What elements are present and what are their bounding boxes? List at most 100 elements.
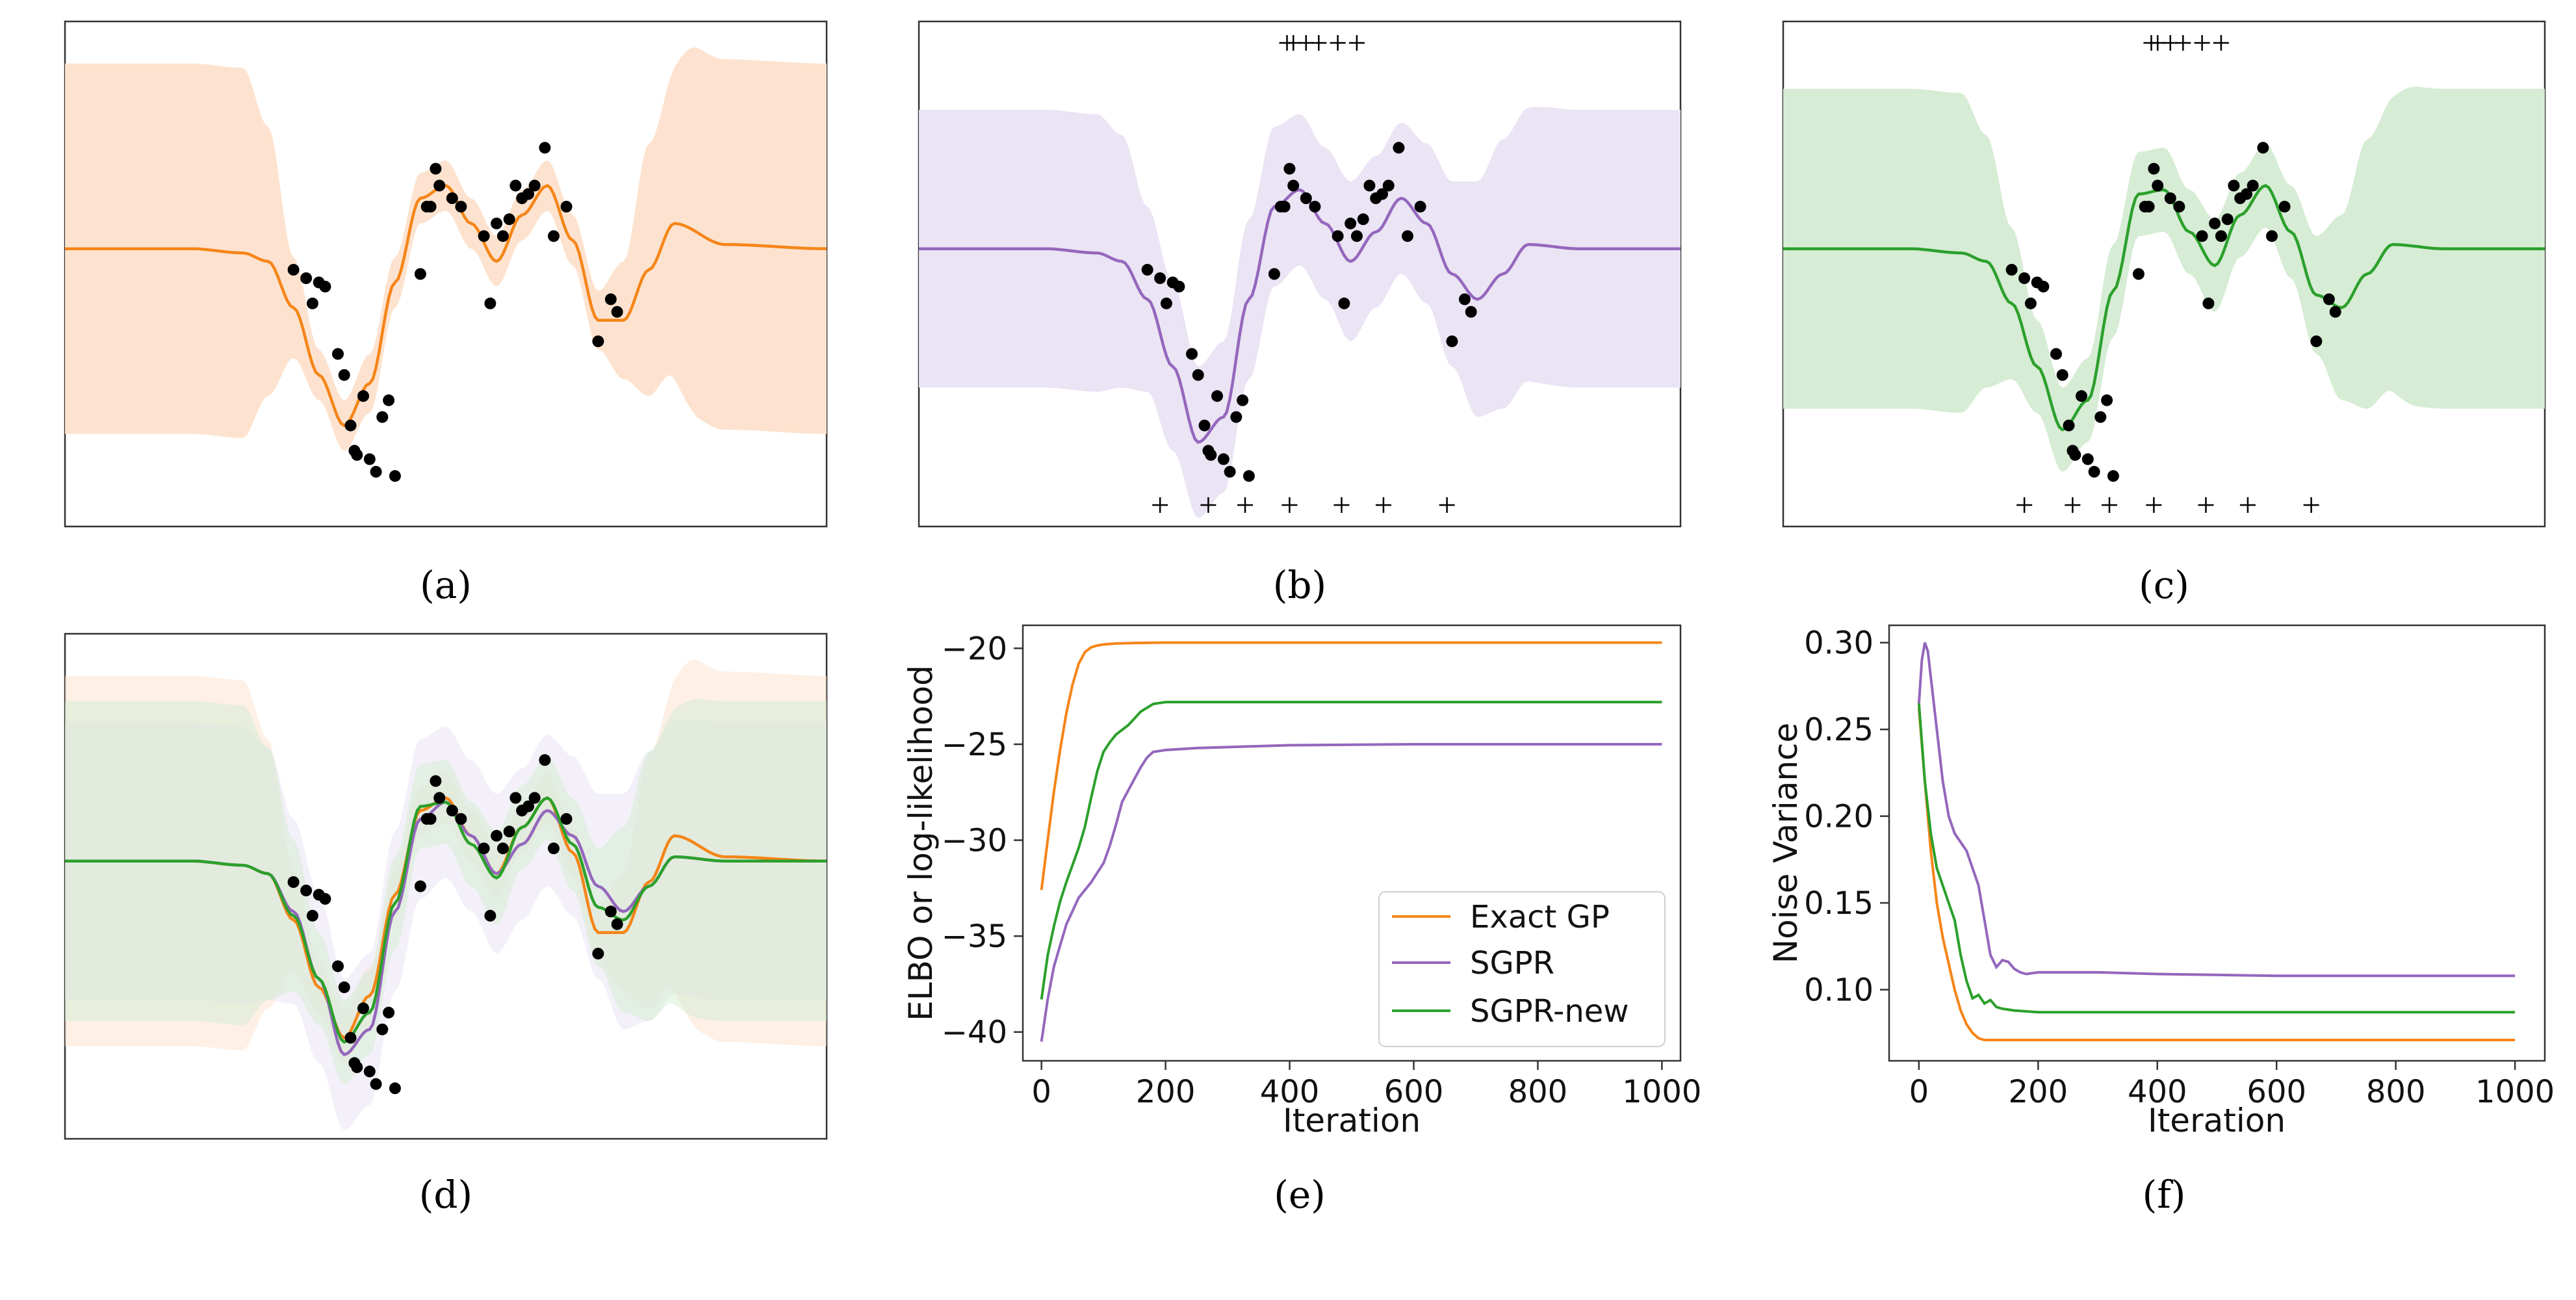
data-point <box>1160 297 1172 309</box>
data-point <box>478 230 490 242</box>
data-point <box>1141 264 1153 276</box>
data-point <box>491 829 503 842</box>
panel-f-axes: 0 200 400 600 800 1000 0.10 0.15 0.20 0.25 0.30 <box>1804 625 2555 1110</box>
data-point <box>1217 453 1230 465</box>
data-point <box>1230 411 1243 423</box>
panel-d-mean-sgpr-new <box>65 796 827 1044</box>
x-tick-label: 400 <box>2128 1074 2187 1110</box>
data-point <box>478 842 490 855</box>
data-point <box>300 272 313 284</box>
data-point <box>539 754 551 766</box>
panel-e-ylabel: ELBO or log-likelihood <box>902 665 940 1021</box>
legend-frame <box>1378 891 1666 1047</box>
data-point <box>2266 230 2278 242</box>
inducing-point-marker <box>1330 35 1346 51</box>
inducing-point-marker <box>1200 497 1217 513</box>
panel-b: (b) <box>918 20 1682 607</box>
data-point <box>2215 230 2227 242</box>
data-point <box>548 230 560 242</box>
panel-f-line-exact-gp <box>1917 708 2516 1041</box>
data-point <box>376 1023 389 1035</box>
data-point <box>455 200 467 213</box>
caption-b: (b) <box>1273 563 1326 607</box>
panel-b-mean-sgpr <box>919 188 1681 445</box>
data-point <box>2024 297 2037 309</box>
panel-e-axes: 0 200 400 600 800 1000 −40 −35 −30 −25 −20 <box>942 630 1702 1110</box>
data-point <box>1332 230 1344 242</box>
legend-label-exact: Exact GP <box>1470 899 1610 935</box>
panel-f-plot <box>1917 642 2516 1041</box>
data-point <box>1309 200 1321 213</box>
data-point <box>430 775 442 787</box>
inducing-point-marker <box>1237 497 1254 513</box>
data-point <box>1345 217 1357 229</box>
data-point <box>496 230 509 242</box>
data-point <box>2148 162 2160 175</box>
data-point <box>2278 200 2291 213</box>
data-point <box>496 842 509 855</box>
data-point <box>287 876 300 888</box>
data-point <box>2050 348 2062 360</box>
data-point <box>2164 192 2176 204</box>
inducing-point-marker <box>2194 35 2210 51</box>
inducing-point-marker <box>2303 497 2319 513</box>
y-tick-label: 0.15 <box>1804 885 1874 922</box>
panel-d: (d) <box>64 632 828 1217</box>
data-point <box>2101 394 2113 406</box>
data-point <box>611 306 623 318</box>
data-point <box>383 394 395 406</box>
data-point <box>2063 419 2075 432</box>
y-tick-label: −20 <box>942 630 1007 667</box>
data-point <box>522 188 534 200</box>
data-point <box>2173 200 2185 213</box>
data-point <box>1278 200 1291 213</box>
x-tick-label: 800 <box>1508 1074 1568 1110</box>
data-point <box>2088 465 2100 478</box>
data-point <box>1192 369 1204 381</box>
data-point <box>484 297 496 309</box>
data-point <box>338 981 350 993</box>
inducing-point-marker <box>2198 497 2214 513</box>
data-point <box>2209 217 2221 229</box>
data-point <box>1283 162 1296 175</box>
data-point <box>1224 465 1236 478</box>
inducing-point-marker <box>2065 497 2081 513</box>
data-point <box>363 1065 376 1078</box>
data-point <box>2076 390 2087 402</box>
data-point <box>2329 306 2341 318</box>
y-tick-label: 0.25 <box>1804 712 1874 748</box>
data-point <box>2241 188 2252 200</box>
panel-f-line-sgpr <box>1917 642 2516 978</box>
legend-label-sgpr: SGPR <box>1470 945 1554 982</box>
data-point <box>2323 293 2335 306</box>
data-point <box>604 293 617 306</box>
data-point <box>446 805 458 816</box>
data-point <box>1186 348 1198 360</box>
panel-a-band-exact-gp <box>65 47 827 451</box>
data-point <box>1357 213 1369 226</box>
data-point <box>2221 213 2234 226</box>
data-point <box>455 812 467 825</box>
x-tick-label: 200 <box>1136 1074 1196 1110</box>
data-point <box>414 880 426 892</box>
panel-e-line-sgpr <box>1040 743 1662 1042</box>
data-point <box>522 800 534 812</box>
y-tick-label: 0.30 <box>1804 625 1874 662</box>
caption-e: (e) <box>1274 1173 1326 1217</box>
panel-e-line-exact-gp <box>1040 641 1662 890</box>
data-point <box>2247 179 2259 192</box>
data-point <box>306 909 318 922</box>
data-point <box>1363 179 1376 192</box>
data-point <box>1446 335 1458 348</box>
data-point <box>1243 470 1255 482</box>
caption-c: (c) <box>2139 563 2189 607</box>
data-point <box>2037 280 2050 292</box>
data-point <box>560 200 573 213</box>
panel-d-plot <box>65 660 827 1131</box>
data-point <box>433 179 446 192</box>
data-point <box>1154 272 1166 284</box>
inducing-point-marker <box>2146 497 2162 513</box>
data-point <box>1205 448 1217 461</box>
data-point <box>1173 280 1185 292</box>
panel-f-xlabel: Iteration <box>2148 1102 2286 1139</box>
